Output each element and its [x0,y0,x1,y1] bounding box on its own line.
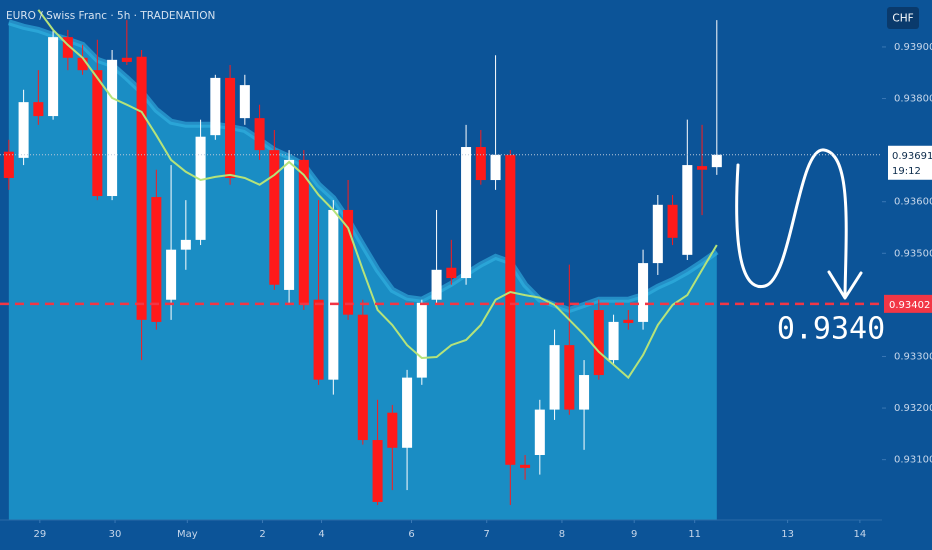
y-tick-label: 0.93800 [894,94,932,105]
y-tick-label: 0.93600 [894,197,932,208]
candle-body [18,102,29,158]
candle-body [284,159,295,290]
candle-body [431,269,442,300]
candle-body [593,310,604,376]
candle-body [534,409,545,455]
candle-body [239,85,250,119]
candle-body [564,345,575,410]
candle-body [225,77,236,178]
x-tick-label: 8 [559,529,565,540]
candle-body [549,345,560,410]
x-tick-label: 11 [688,529,701,540]
candle-body [180,239,191,250]
candle-body [446,267,457,279]
currency-label: CHF [892,13,913,25]
candle-body [461,147,472,279]
x-tick-label: 7 [484,529,490,540]
candle-body [475,147,486,181]
candle-body [136,56,147,320]
hand-drawn-arrow [735,148,848,298]
x-tick-label: 2 [259,529,265,540]
candle-body [121,57,132,62]
x-tick-label: 4 [318,529,324,540]
countdown-label: 19:12 [892,166,921,177]
candle-body [77,57,88,71]
candle-body [357,314,368,441]
arrow-head [827,270,863,300]
x-tick-label: 6 [408,529,414,540]
candle-body [254,118,265,151]
candle-body [33,102,44,117]
x-tick-label: 30 [109,529,122,540]
candle-body [711,154,722,168]
chart-title: EURO / Swiss Franc · 5h · TRADENATION [6,10,215,22]
plot-area [3,9,722,520]
candle-body [210,77,221,136]
candle-body [579,375,590,410]
candle-body [623,319,634,323]
candle-body [608,321,619,361]
candle-body [372,440,383,502]
candle-body [166,249,177,300]
x-tick-label: May [177,529,198,540]
y-tick-label: 0.93100 [894,455,932,466]
candle-body [520,464,531,468]
y-tick-label: 0.93200 [894,403,932,414]
x-tick-label: 14 [854,529,867,540]
candle-body [328,209,339,380]
candle-body [343,209,354,315]
candle-body [387,412,398,448]
candle-body [402,377,413,448]
candle-body [490,154,501,181]
candle-body [313,299,324,380]
x-tick-label: 29 [33,529,46,540]
candle-body [107,59,118,197]
candle-body [505,154,516,465]
last-price-label: 0.93691 [892,151,932,162]
annotation: 0.9340 [777,311,885,346]
candle-body [269,150,280,285]
candle-body [652,204,663,264]
candle-body [195,136,206,240]
last-price-box [888,145,932,180]
candle-body [151,197,162,322]
candle-body [416,302,427,378]
target-label: 0.93402 [889,300,930,311]
candle-body [3,151,14,178]
y-tick-label: 0.93300 [894,351,932,362]
candle-body [92,70,103,197]
currency-box [887,7,919,29]
candle-body [298,159,309,305]
target-box [884,294,932,313]
candle-body [48,37,59,117]
x-tick-label: 13 [781,529,794,540]
candle-body [697,166,708,170]
candle-body [62,37,73,58]
candle-body [667,204,678,238]
x-tick-label: 9 [631,529,637,540]
moving-average [37,9,718,380]
y-tick-label: 0.93500 [894,248,932,259]
y-tick-label: 0.93900 [894,42,932,53]
candle-body [638,263,649,322]
candle-body [682,165,693,255]
area-edge [7,19,719,314]
